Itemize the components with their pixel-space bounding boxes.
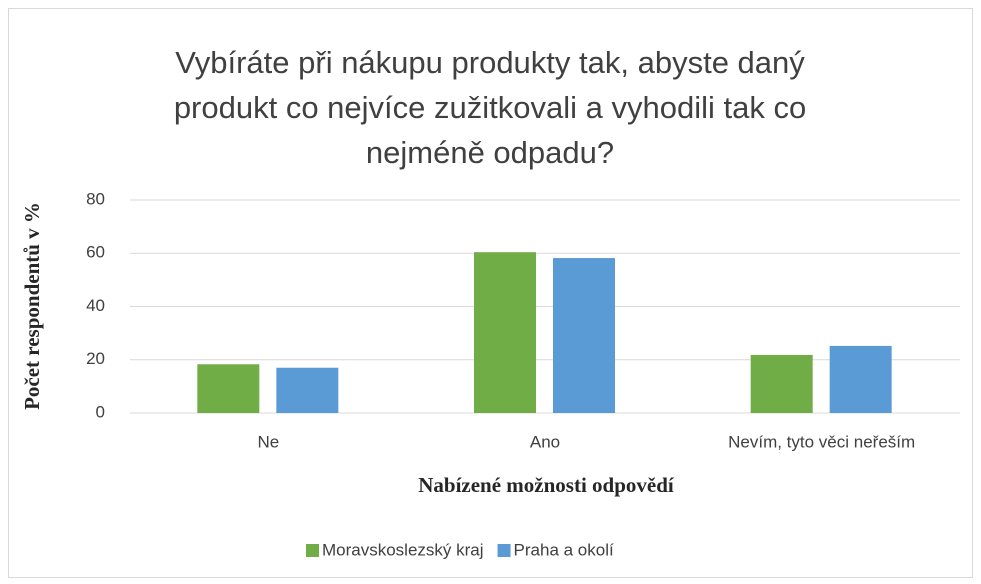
x-tick-label: Nevím, tyto věci neřeším (728, 432, 915, 451)
bar (750, 354, 813, 413)
y-axis-label: Počet respondentů v % (20, 202, 44, 410)
x-axis-label: Nabízené možnosti odpovědí (418, 473, 675, 497)
legend-swatch (306, 544, 319, 557)
y-tick-label: 0 (96, 402, 105, 421)
x-tick-label: Ne (257, 432, 279, 451)
bar (553, 258, 615, 413)
chart-title: Vybíráte při nákupu produkty tak, abyste… (173, 45, 807, 170)
bar (474, 252, 536, 413)
y-tick-label: 40 (86, 296, 105, 315)
bar (197, 364, 260, 413)
y-tick-label: 80 (86, 189, 105, 208)
bar (829, 345, 892, 413)
x-tick-label: Ano (530, 432, 560, 451)
legend-label: Moravskoslezský kraj (322, 540, 484, 559)
legend-swatch (497, 544, 511, 557)
y-tick-label: 60 (86, 243, 105, 262)
y-tick-label: 20 (86, 349, 105, 368)
legend-label: Praha a okolí (514, 540, 614, 559)
bar (276, 367, 339, 413)
